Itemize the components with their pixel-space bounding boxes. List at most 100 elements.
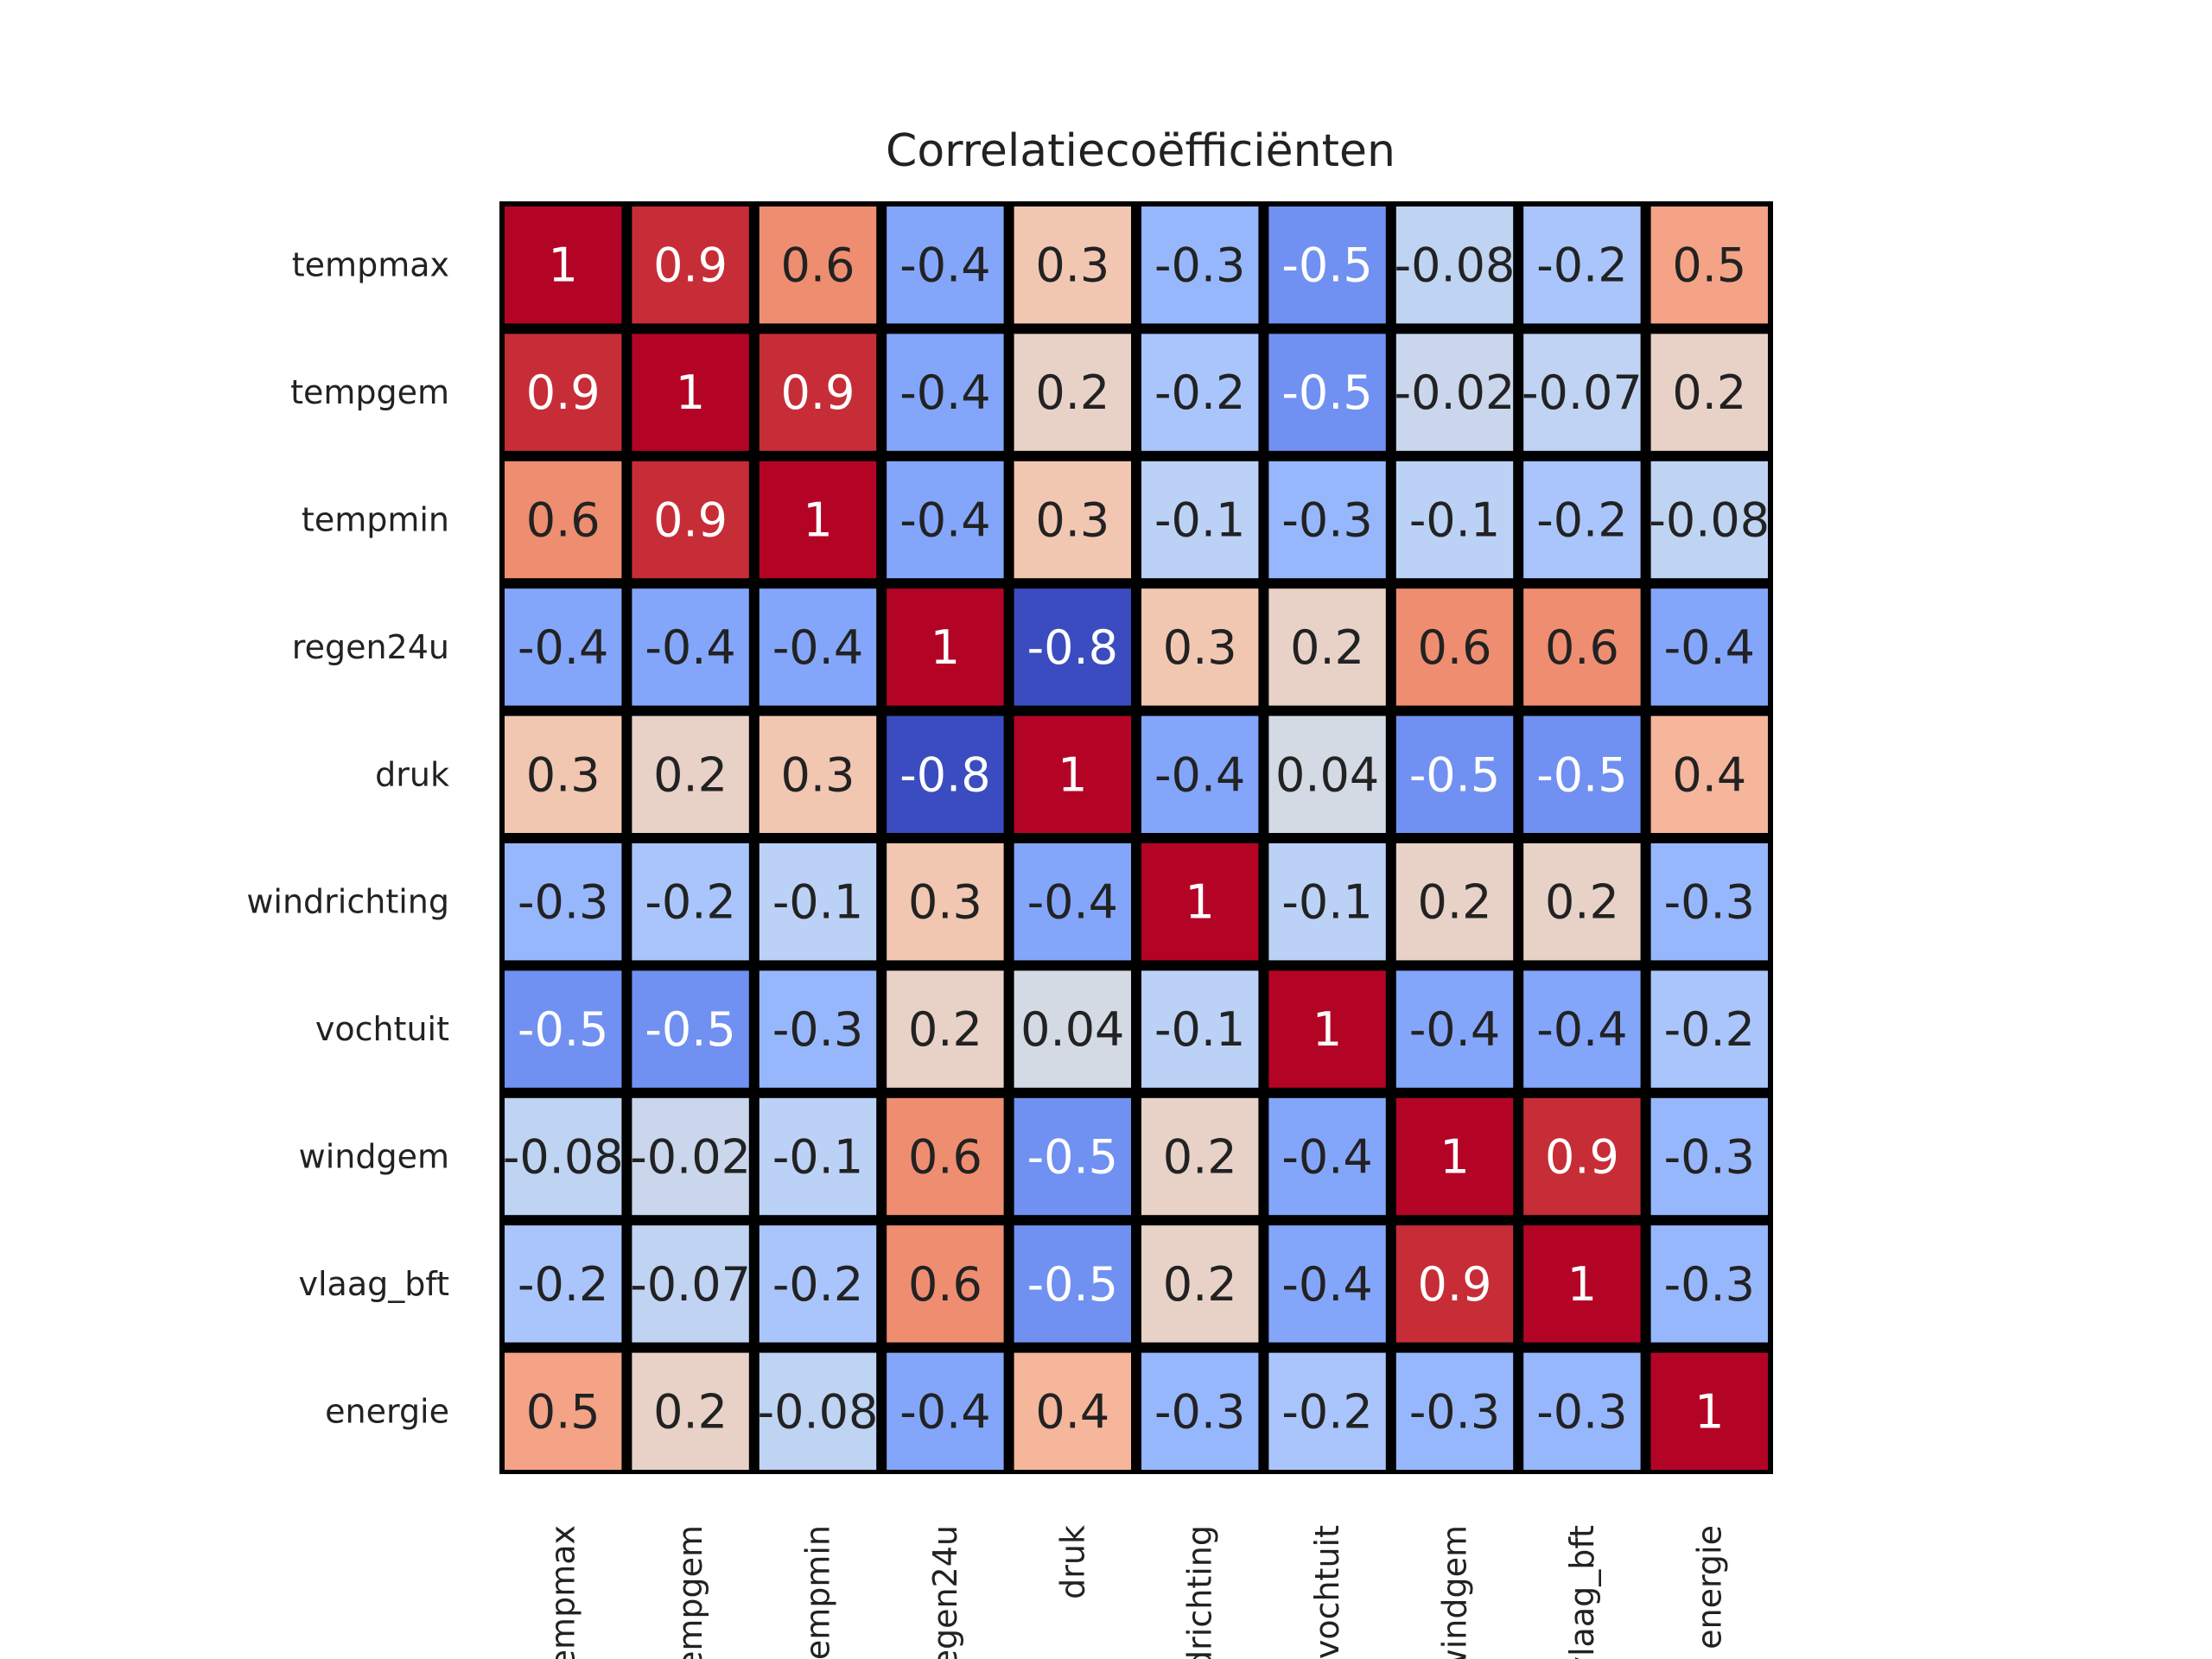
heatmap-cell-windrichting-tempgem [632, 843, 749, 961]
heatmap-cell-vochtuit-energie [1650, 970, 1768, 1088]
row-label-vochtuit: vochtuit [315, 1010, 449, 1048]
heatmap-cell-windrichting-windgem [1395, 843, 1514, 961]
cell-value-label: -0.1 [772, 875, 863, 930]
cell-value-label: 0.9 [781, 365, 855, 420]
column-label-tempmin: tempmin [799, 1525, 837, 1659]
cell-value-label: -0.5 [1027, 1130, 1118, 1185]
heatmap-cell-tempmin-windrichting [1141, 461, 1259, 579]
heatmap-cell-druk-tempmax [505, 715, 622, 833]
heatmap-cell-vochtuit-tempgem [632, 970, 749, 1088]
heatmap-cell-druk-vochtuit [1268, 715, 1386, 833]
cell-value-label: 0.5 [526, 1384, 601, 1439]
cell-value-label: -0.5 [1409, 747, 1500, 802]
heatmap-cell-windgem-vlaag_bft [1523, 1097, 1641, 1216]
column-labels: tempmax tempgem tempmin regen24u druk windric… [544, 1525, 1729, 1659]
cell-value-label: 0.3 [526, 747, 601, 802]
heatmap-cells: 1 0.9 0.6 -0.4 0.3 -0.3 -0.5 -0.08 -0.2 0.5 0.9 1 0.… [503, 207, 1770, 1470]
cell-value-label: -0.2 [1281, 1384, 1372, 1439]
cell-value-label: 0.4 [1672, 747, 1746, 802]
heatmap-cell-tempgem-tempmax [505, 334, 622, 451]
cell-value-label: -0.2 [772, 1257, 863, 1312]
cell-value-label: -0.1 [1281, 875, 1372, 930]
heatmap-cell-tempmax-windrichting [1141, 207, 1259, 324]
cell-value-label: 0.9 [526, 365, 601, 420]
heatmap-cell-tempmin-druk [1014, 461, 1131, 579]
cell-value-label: 1 [1058, 747, 1087, 802]
cell-value-label: 1 [676, 365, 705, 420]
cell-value-label: -0.3 [1536, 1384, 1627, 1439]
heatmap-cell-druk-windgem [1395, 715, 1514, 833]
heatmap-cell-vochtuit-windgem [1395, 970, 1514, 1088]
heatmap-cell-tempgem-tempgem [632, 334, 749, 451]
heatmap-cell-energie-windgem [1395, 1352, 1514, 1470]
cell-value-label: 0.9 [1545, 1130, 1619, 1185]
cell-value-label: -0.5 [1027, 1257, 1118, 1312]
heatmap-cell-energie-tempmin [759, 1352, 877, 1470]
row-label-tempgem: tempgem [290, 373, 449, 411]
cell-value-label: -0.3 [1154, 1384, 1245, 1439]
heatmap-cell-tempmin-vochtuit [1268, 461, 1386, 579]
cell-value-label: 0.04 [1020, 1002, 1124, 1057]
cell-value-label: -0.1 [1154, 1002, 1245, 1057]
cell-value-label: -0.8 [899, 747, 990, 802]
heatmap-cell-vochtuit-regen24u [887, 970, 1004, 1088]
heatmap-cell-windrichting-tempmax [505, 843, 622, 961]
cell-value-label: -0.4 [1027, 875, 1118, 930]
cell-value-label: -0.4 [899, 493, 990, 548]
heatmap-cell-windrichting-windrichting [1141, 843, 1259, 961]
cell-value-label: 1 [931, 620, 960, 675]
cell-value-label: -0.4 [899, 1384, 990, 1439]
heatmap-cell-tempmin-windgem [1395, 461, 1514, 579]
heatmap-cell-windrichting-vlaag_bft [1523, 843, 1641, 961]
cell-value-label: -0.08 [1649, 493, 1770, 548]
cell-value-label: -0.4 [645, 620, 735, 675]
column-label-tempmax: tempmax [544, 1525, 582, 1659]
cell-value-label: 1 [803, 493, 832, 548]
heatmap-cell-regen24u-vlaag_bft [1523, 588, 1641, 706]
heatmap-cell-tempmin-regen24u [887, 461, 1004, 579]
heatmap-cell-druk-vlaag_bft [1523, 715, 1641, 833]
row-label-vlaag_bft: vlaag_bft [299, 1265, 449, 1303]
row-label-windrichting: windrichting [246, 883, 449, 921]
heatmap-cell-regen24u-windgem [1395, 588, 1514, 706]
cell-value-label: -0.08 [503, 1130, 624, 1185]
heatmap-cell-vochtuit-druk [1014, 970, 1131, 1088]
cell-value-label: -0.5 [1536, 747, 1627, 802]
cell-value-label: 0.2 [1163, 1130, 1237, 1185]
cell-value-label: -0.4 [1281, 1257, 1372, 1312]
heatmap-cell-druk-windrichting [1141, 715, 1259, 833]
row-label-regen24u: regen24u [292, 628, 449, 666]
cell-value-label: -0.07 [630, 1257, 751, 1312]
heatmap-cell-tempmax-energie [1650, 207, 1768, 324]
column-label-regen24u: regen24u [926, 1525, 964, 1659]
cell-value-label: -0.4 [772, 620, 863, 675]
cell-value-label: -0.07 [1522, 365, 1643, 420]
heatmap-cell-vlaag_bft-energie [1650, 1225, 1768, 1343]
cell-value-label: -0.02 [630, 1130, 751, 1185]
cell-value-label: 0.6 [781, 238, 855, 293]
cell-value-label: -0.4 [1281, 1130, 1372, 1185]
heatmap-cell-energie-vochtuit [1268, 1352, 1386, 1470]
heatmap-cell-vlaag_bft-windrichting [1141, 1225, 1259, 1343]
heatmap-cell-windgem-windgem [1395, 1097, 1514, 1216]
heatmap-cell-tempmax-vochtuit [1268, 207, 1386, 324]
cell-value-label: -0.4 [1409, 1002, 1500, 1057]
heatmap-cell-tempgem-tempmin [759, 334, 877, 451]
cell-value-label: 0.2 [1672, 365, 1746, 420]
column-label-energie: energie [1690, 1525, 1728, 1649]
heatmap-cell-druk-regen24u [887, 715, 1004, 833]
cell-value-label: 0.9 [653, 493, 728, 548]
cell-value-label: 0.9 [1418, 1257, 1492, 1312]
heatmap-cell-tempgem-vlaag_bft [1523, 334, 1641, 451]
cell-value-label: 0.6 [908, 1130, 982, 1185]
heatmap-cell-tempmin-vlaag_bft [1523, 461, 1641, 579]
cell-value-label: 1 [549, 238, 578, 293]
heatmap-cell-windrichting-druk [1014, 843, 1131, 961]
cell-value-label: 0.3 [1035, 238, 1109, 293]
cell-value-label: 0.2 [1163, 1257, 1237, 1312]
cell-value-label: -0.3 [1664, 1257, 1755, 1312]
row-label-windgem: windgem [299, 1138, 449, 1176]
cell-value-label: 0.2 [653, 1384, 728, 1439]
cell-value-label: -0.1 [772, 1130, 863, 1185]
cell-value-label: 1 [1567, 1257, 1597, 1312]
